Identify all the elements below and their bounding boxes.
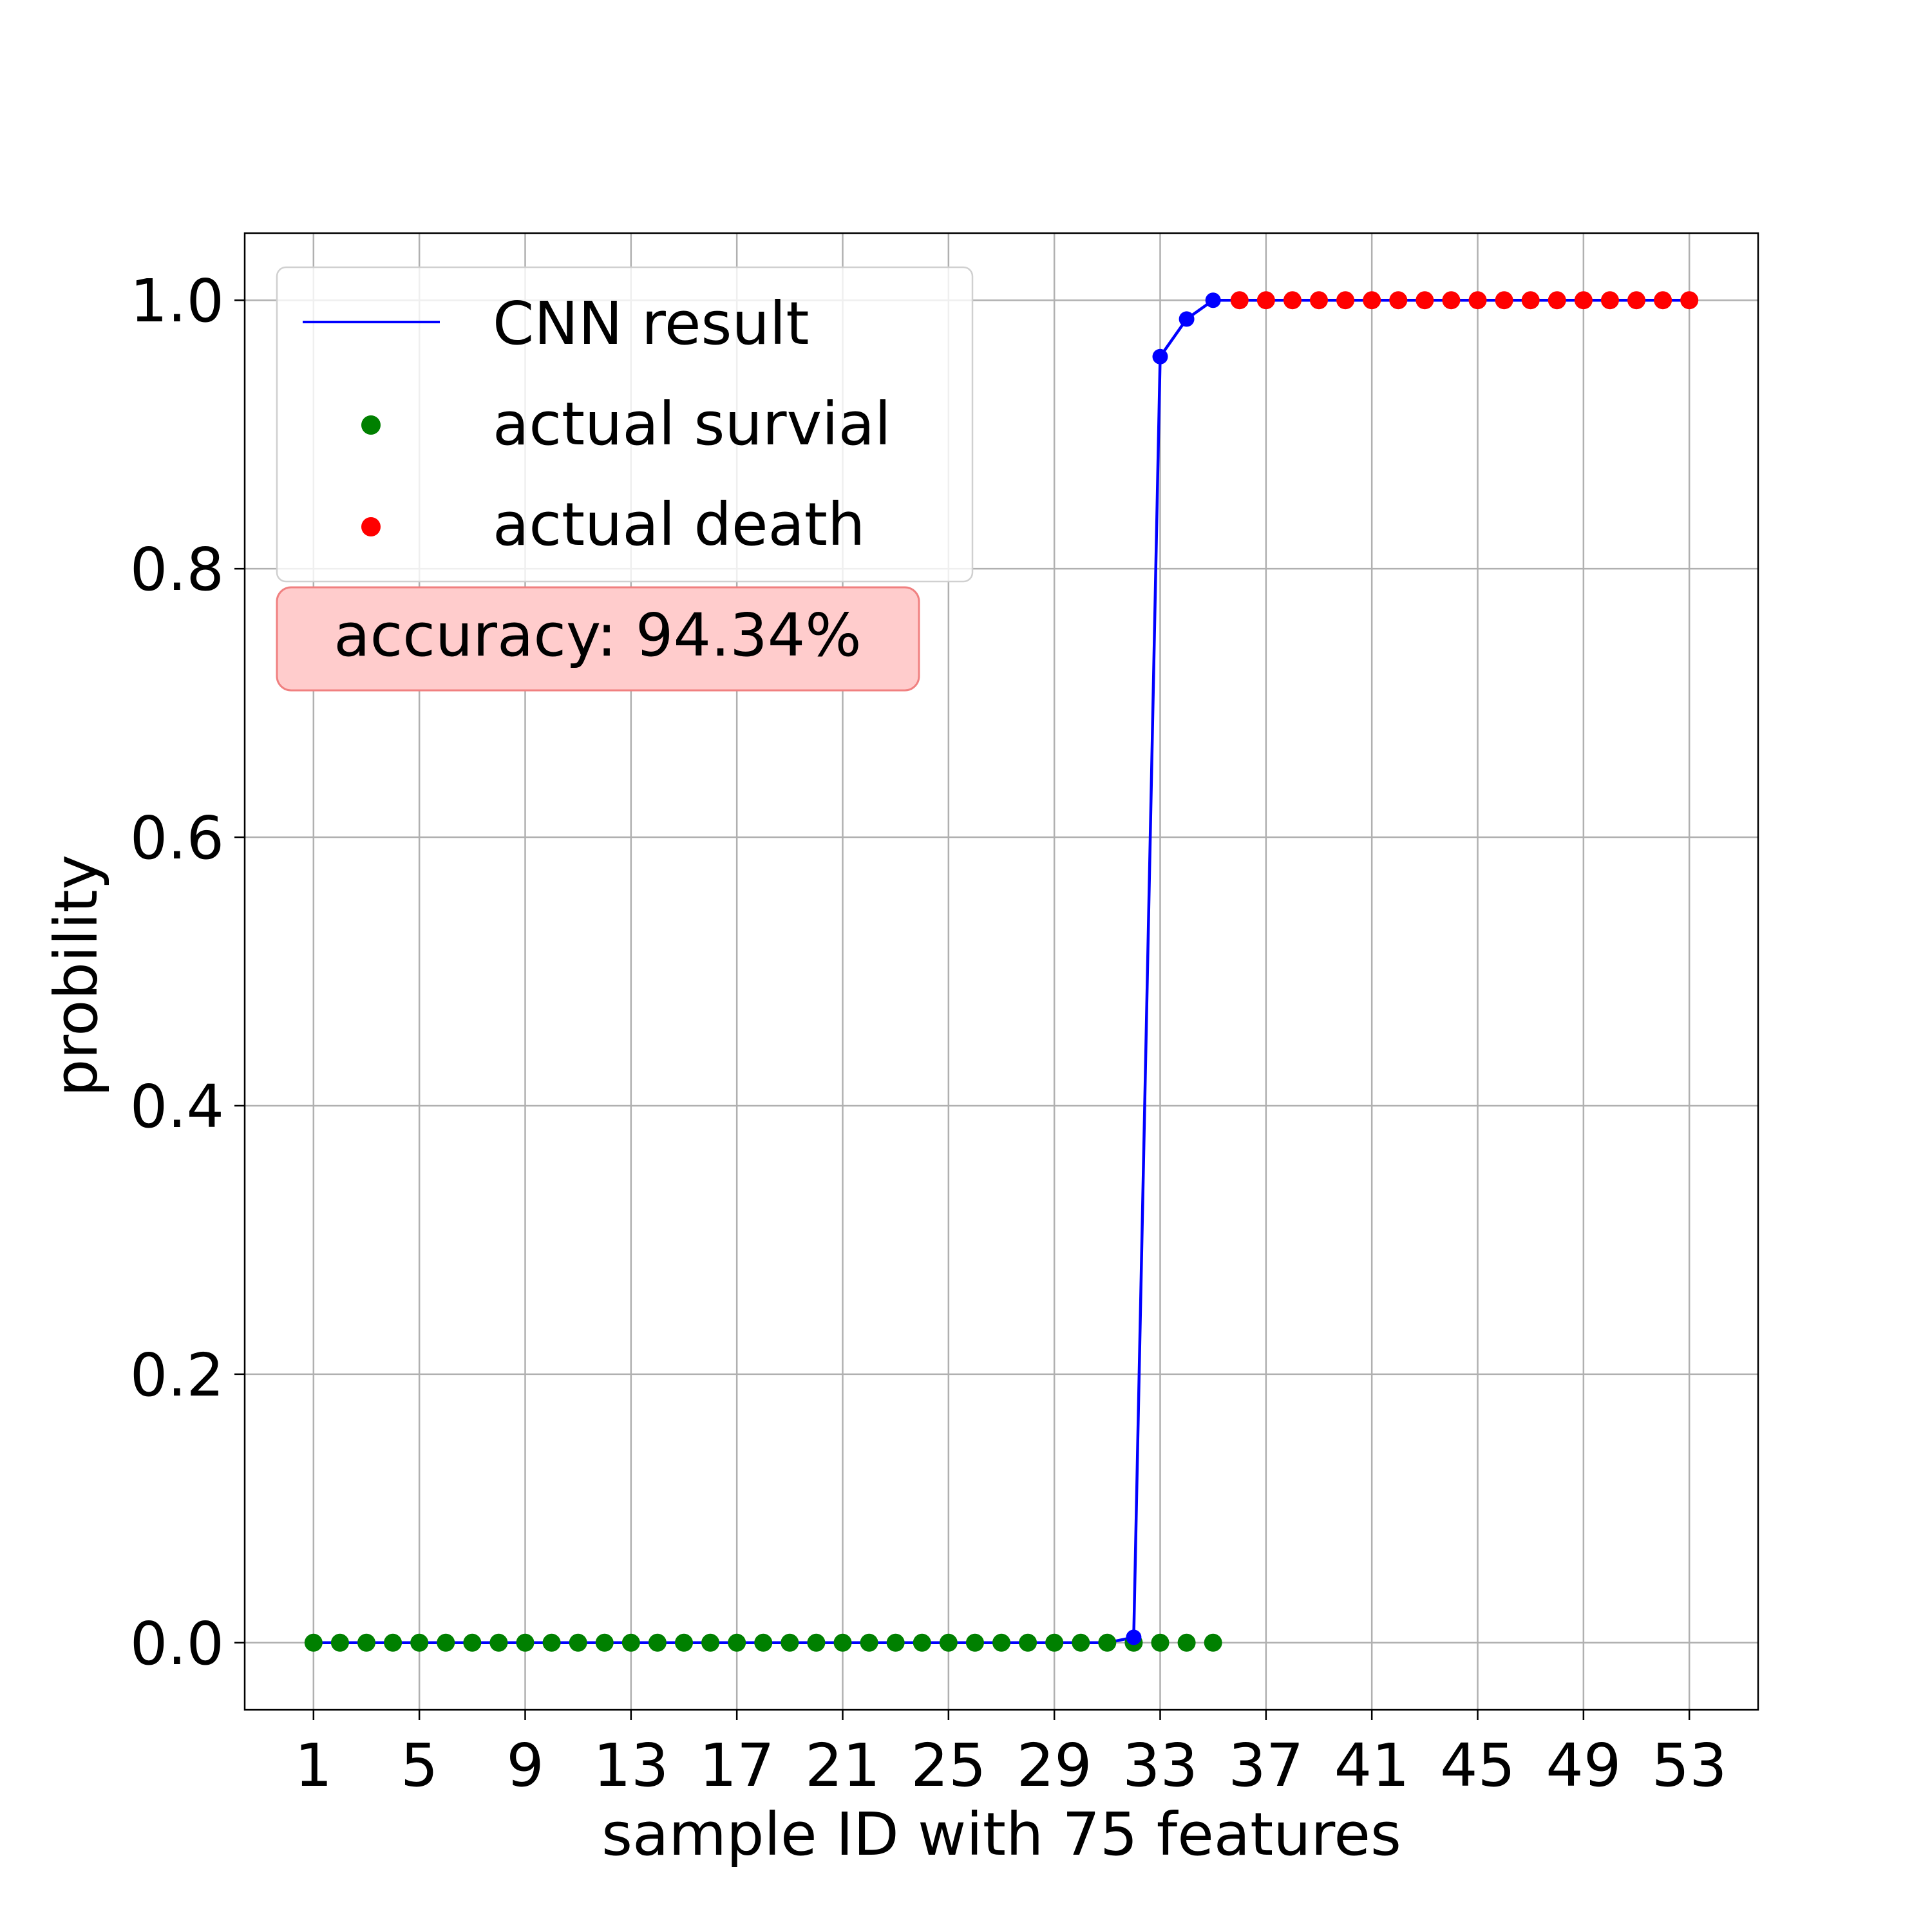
death-point (1468, 291, 1487, 310)
x-tick-label: 53 (1652, 1731, 1727, 1800)
legend-label-actual-death: actual death (493, 490, 865, 559)
cnn-result-point (1179, 311, 1195, 327)
accuracy-annotation: accuracy: 94.34% (276, 586, 920, 692)
series-actual-survial (304, 1633, 1222, 1652)
death-point (1336, 291, 1355, 310)
survial-point (701, 1633, 720, 1652)
survial-point (1072, 1633, 1090, 1652)
survial-point (516, 1633, 535, 1652)
x-tick-label: 9 (506, 1731, 544, 1800)
death-point (1283, 291, 1302, 310)
survial-point (728, 1633, 746, 1652)
legend-label-cnn-result: CNN result (493, 289, 809, 358)
survial-point (833, 1633, 852, 1652)
survial-point (674, 1633, 693, 1652)
death-point (1574, 291, 1593, 310)
legend-survial-swatch (361, 415, 381, 435)
survial-point (648, 1633, 667, 1652)
death-point (1230, 291, 1249, 310)
legend-label-actual-survial: actual survial (493, 390, 891, 459)
x-tick-label: 37 (1228, 1731, 1303, 1800)
series-actual-death (1230, 291, 1699, 310)
death-point (1310, 291, 1329, 310)
accuracy-annotation-box (276, 586, 920, 692)
x-tick-label: 1 (295, 1731, 333, 1800)
survial-point (463, 1633, 482, 1652)
y-tick-label: 0.8 (130, 535, 224, 604)
y-tick-label: 0.6 (130, 804, 224, 873)
x-tick-label: 33 (1122, 1731, 1198, 1800)
survial-point (992, 1633, 1010, 1652)
death-point (1495, 291, 1513, 310)
legend-frame (276, 266, 974, 583)
legend-death-swatch (361, 517, 381, 536)
x-tick-label: 29 (1017, 1731, 1092, 1800)
y-tick-label: 0.0 (130, 1609, 224, 1678)
x-tick-label: 25 (911, 1731, 986, 1800)
survial-point (410, 1633, 429, 1652)
survial-point (1098, 1633, 1117, 1652)
death-point (1548, 291, 1566, 310)
survial-point (860, 1633, 878, 1652)
survial-point (807, 1633, 826, 1652)
survial-point (965, 1633, 984, 1652)
x-tick-label: 17 (699, 1731, 775, 1800)
survial-point (542, 1633, 561, 1652)
x-axis-label: sample ID with 75 features (601, 1800, 1401, 1869)
series-cnn-result-markers (1126, 292, 1221, 1645)
death-point (1680, 291, 1699, 310)
cnn-result-point (1152, 348, 1168, 365)
y-axis-label: probility (42, 855, 111, 1097)
cnn-result-point (1126, 1629, 1142, 1645)
death-point (1600, 291, 1619, 310)
survial-point (357, 1633, 375, 1652)
survial-point (1019, 1633, 1037, 1652)
x-tick-label: 49 (1546, 1731, 1621, 1800)
survial-point (913, 1633, 931, 1652)
survial-point (384, 1633, 402, 1652)
x-tick-label: 45 (1440, 1731, 1515, 1800)
y-axis-ticks: 0.0 0.2 0.4 0.6 0.8 1.0 (130, 267, 245, 1678)
death-point (1363, 291, 1381, 310)
survial-point (1204, 1633, 1222, 1652)
cnn-result-point (1205, 292, 1221, 308)
death-point (1521, 291, 1540, 310)
survial-point (595, 1633, 614, 1652)
survial-point (1045, 1633, 1064, 1652)
x-tick-label: 5 (401, 1731, 439, 1800)
x-axis-ticks: 1 5 9 13 17 21 25 29 33 37 41 45 49 53 (295, 1710, 1727, 1800)
death-point (1256, 291, 1275, 310)
death-point (1627, 291, 1646, 310)
survial-point (621, 1633, 640, 1652)
survial-point (569, 1633, 587, 1652)
survial-point (489, 1633, 508, 1652)
y-tick-label: 0.4 (130, 1072, 224, 1141)
death-point (1389, 291, 1408, 310)
survial-point (939, 1633, 958, 1652)
legend: CNN result actual survial actual death (276, 266, 974, 583)
x-tick-label: 13 (593, 1731, 668, 1800)
survial-point (304, 1633, 323, 1652)
x-tick-label: 21 (805, 1731, 880, 1800)
survial-point (1177, 1633, 1196, 1652)
accuracy-annotation-text: accuracy: 94.34% (334, 601, 861, 670)
y-tick-label: 1.0 (130, 267, 224, 336)
death-point (1442, 291, 1461, 310)
plot-frame (243, 232, 1759, 1711)
survial-point (754, 1633, 773, 1652)
survial-point (886, 1633, 905, 1652)
death-point (1416, 291, 1434, 310)
survial-point (1151, 1633, 1170, 1652)
survial-point (437, 1633, 455, 1652)
survial-point (330, 1633, 349, 1652)
x-tick-label: 41 (1334, 1731, 1410, 1800)
survial-point (781, 1633, 799, 1652)
y-tick-label: 0.2 (130, 1341, 224, 1410)
death-point (1654, 291, 1672, 310)
